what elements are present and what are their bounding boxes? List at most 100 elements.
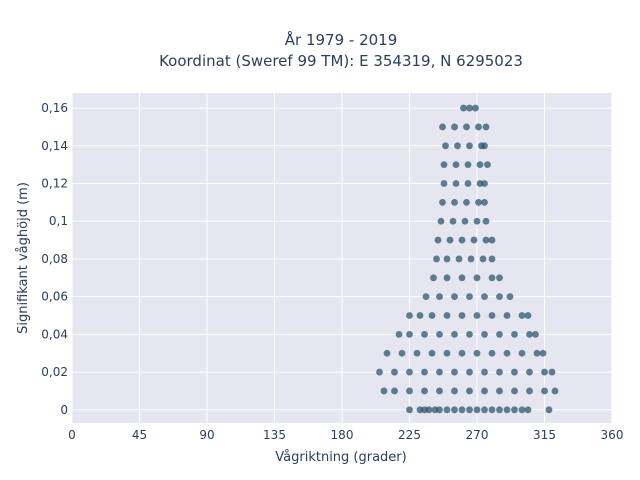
data-point	[511, 406, 518, 414]
data-point	[458, 312, 466, 319]
data-point	[460, 104, 467, 112]
data-point	[524, 406, 532, 414]
data-point	[533, 349, 541, 357]
data-point	[428, 349, 436, 357]
data-point	[488, 255, 496, 263]
data-point	[466, 104, 473, 112]
data-point	[451, 293, 458, 301]
data-point	[455, 255, 463, 263]
x-tick-label: 180	[331, 428, 354, 442]
data-point	[395, 330, 403, 338]
data-point	[496, 387, 503, 395]
data-point	[422, 293, 430, 301]
data-point	[421, 330, 428, 338]
chart-title-line1: År 1979 - 2019	[285, 30, 398, 49]
data-point	[451, 198, 458, 206]
data-point	[464, 180, 472, 187]
data-point	[481, 387, 488, 395]
x-tick-label: 0	[68, 428, 76, 442]
data-point	[451, 330, 458, 338]
data-point	[511, 368, 518, 376]
data-point	[451, 406, 458, 414]
data-point	[488, 349, 496, 357]
data-point	[406, 368, 413, 376]
data-point	[518, 406, 526, 414]
y-tick-label: 0,16	[41, 101, 68, 115]
data-point	[440, 180, 448, 187]
data-point	[503, 406, 511, 414]
data-point	[488, 406, 496, 414]
data-point	[496, 368, 503, 376]
data-point	[473, 217, 481, 225]
data-point	[452, 161, 460, 169]
data-point	[472, 104, 479, 112]
data-point	[391, 368, 398, 376]
data-point	[436, 387, 443, 395]
data-point	[443, 255, 451, 263]
data-point	[481, 142, 488, 150]
data-point	[466, 368, 473, 376]
data-point	[446, 236, 454, 244]
x-tick-label: 90	[199, 428, 214, 442]
data-point	[436, 330, 443, 338]
data-point	[413, 349, 421, 357]
chart-title-line2: Koordinat (Sweref 99 TM): E 354319, N 62…	[159, 52, 523, 70]
data-point	[466, 387, 473, 395]
data-point	[518, 312, 526, 319]
data-point	[443, 349, 451, 357]
data-point	[466, 406, 473, 414]
data-point	[541, 368, 548, 376]
data-point	[473, 349, 481, 357]
data-point	[503, 312, 511, 319]
gridlines	[71, 93, 613, 423]
data-point	[458, 236, 466, 244]
data-point	[376, 368, 383, 376]
data-point	[466, 293, 473, 301]
data-point	[481, 368, 488, 376]
data-point	[524, 312, 532, 319]
data-point	[380, 387, 388, 395]
data-point	[473, 274, 481, 282]
data-point	[451, 123, 458, 131]
data-point	[437, 217, 445, 225]
data-point	[416, 312, 424, 319]
data-point	[475, 198, 482, 206]
data-point	[391, 387, 398, 395]
y-axis-title: Signifikant våghöjd (m)	[16, 182, 31, 334]
data-point	[526, 368, 533, 376]
data-point	[481, 198, 488, 206]
data-point	[479, 255, 487, 263]
data-point	[481, 330, 488, 338]
data-point	[511, 387, 518, 395]
data-point	[458, 406, 466, 414]
y-tick-label: 0,02	[41, 365, 68, 379]
data-point	[484, 161, 491, 169]
data-point	[463, 123, 470, 131]
data-point	[496, 293, 503, 301]
y-tick-label: 0,1	[49, 214, 68, 228]
data-point	[433, 255, 440, 263]
data-point	[548, 368, 556, 376]
x-tick-label: 270	[466, 428, 489, 442]
data-point	[428, 312, 436, 319]
data-point	[475, 123, 482, 131]
data-point	[541, 387, 548, 395]
x-tick-label: 360	[601, 428, 624, 442]
y-tick-label: 0,04	[41, 327, 68, 341]
data-point	[466, 142, 473, 150]
data-point	[473, 312, 481, 319]
data-point	[526, 330, 533, 338]
x-axis-ticks: 0 45 90 135 180 225 270 315 360	[68, 428, 623, 442]
data-point	[436, 406, 443, 414]
data-point	[482, 236, 490, 244]
data-points	[376, 104, 559, 414]
data-point	[503, 349, 511, 357]
data-point	[511, 330, 518, 338]
data-point	[488, 236, 496, 244]
data-point	[458, 274, 466, 282]
y-tick-label: 0,14	[41, 139, 68, 153]
data-point	[496, 406, 503, 414]
data-point	[506, 293, 514, 301]
data-point	[488, 312, 496, 319]
data-point	[551, 387, 559, 395]
